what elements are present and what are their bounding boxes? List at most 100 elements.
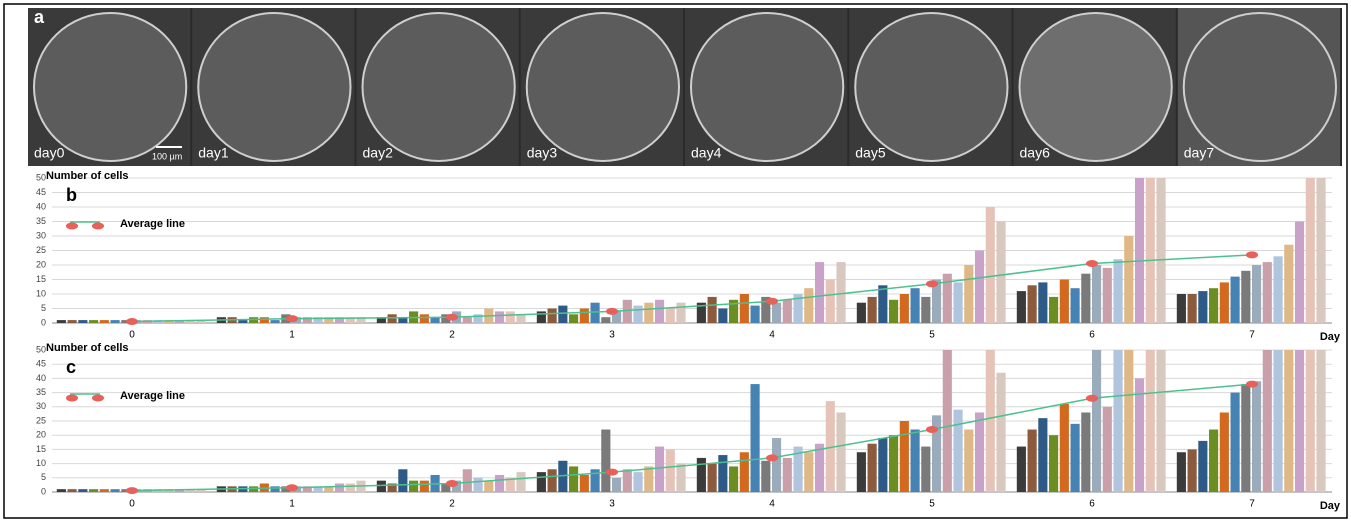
bar (1263, 262, 1272, 323)
bar (1284, 350, 1293, 492)
bar (558, 306, 567, 323)
bar (388, 314, 397, 323)
bar (676, 303, 685, 323)
bar (644, 466, 653, 492)
bar (1231, 277, 1240, 323)
x-tick-label: 3 (609, 330, 615, 341)
bar (495, 475, 504, 492)
average-marker (606, 308, 618, 315)
bar (804, 288, 813, 323)
y-tick-label: 45 (36, 359, 46, 369)
bar (100, 320, 109, 323)
bar (1209, 430, 1218, 492)
bar (1198, 291, 1207, 323)
y-tick-label: 15 (36, 444, 46, 454)
bar (1135, 378, 1144, 492)
average-marker (286, 484, 298, 491)
bar (815, 262, 824, 323)
bar (569, 314, 578, 323)
y-axis-title: Number of cells (46, 342, 129, 354)
legend-marker (92, 395, 104, 402)
bar (1188, 449, 1197, 492)
bar (260, 317, 269, 323)
average-marker (126, 318, 138, 325)
bar (78, 489, 87, 492)
bar (676, 464, 685, 492)
bar (1241, 384, 1250, 492)
panel-label: a (34, 7, 45, 27)
bar (911, 430, 920, 492)
x-tick-label: 1 (289, 499, 295, 510)
bar (943, 350, 952, 492)
bar (1252, 381, 1261, 492)
bar (1295, 350, 1304, 492)
legend-marker (66, 395, 78, 402)
day-label: day3 (527, 145, 558, 161)
bar (1188, 294, 1197, 323)
bar (1028, 430, 1037, 492)
bar (889, 300, 898, 323)
bar (1103, 407, 1112, 492)
bar (729, 466, 738, 492)
bar (836, 412, 845, 492)
bar (548, 309, 557, 324)
bar (1231, 393, 1240, 492)
bar (783, 458, 792, 492)
bar (1263, 350, 1272, 492)
bar (761, 461, 770, 492)
bar (1017, 447, 1026, 492)
average-marker (1086, 260, 1098, 267)
bar (655, 447, 664, 492)
bar (751, 306, 760, 323)
well (691, 13, 843, 161)
bar (889, 435, 898, 492)
average-marker (286, 315, 298, 322)
bar (1017, 291, 1026, 323)
x-tick-label: 5 (929, 330, 935, 341)
panel-label: c (66, 357, 76, 377)
day-label: day4 (691, 145, 722, 161)
x-axis-title: Day (1320, 500, 1341, 512)
bar (57, 489, 66, 492)
average-marker (606, 469, 618, 476)
y-tick-label: 5 (41, 303, 46, 313)
y-tick-label: 25 (36, 245, 46, 255)
bar (900, 421, 909, 492)
bar (495, 311, 504, 323)
bar (1103, 268, 1112, 323)
x-tick-label: 7 (1249, 330, 1255, 341)
bar (1177, 452, 1186, 492)
x-tick-label: 5 (929, 499, 935, 510)
bar (921, 297, 930, 323)
average-marker (1246, 381, 1258, 388)
bar (1273, 256, 1282, 323)
legend-label: Average line (120, 390, 185, 402)
bar (601, 430, 610, 492)
bar (964, 430, 973, 492)
bar (68, 489, 77, 492)
bar (548, 469, 557, 492)
bar (1113, 350, 1122, 492)
bar (975, 251, 984, 324)
average-marker (1086, 395, 1098, 402)
y-tick-label: 0 (41, 486, 46, 496)
legend-marker (92, 223, 104, 230)
y-tick-label: 10 (36, 288, 46, 298)
bar (857, 303, 866, 323)
y-tick-label: 45 (36, 187, 46, 197)
bar (996, 373, 1005, 492)
average-marker (126, 487, 138, 494)
bar (1156, 178, 1165, 323)
bar (1316, 350, 1325, 492)
y-tick-label: 20 (36, 430, 46, 440)
well (1020, 13, 1172, 161)
bar (1198, 441, 1207, 492)
bar (1038, 418, 1047, 492)
well (363, 13, 515, 161)
bar (1177, 294, 1186, 323)
bar (100, 489, 109, 492)
bar (740, 294, 749, 323)
bar (463, 469, 472, 492)
bar (804, 452, 813, 492)
bar (409, 481, 418, 492)
